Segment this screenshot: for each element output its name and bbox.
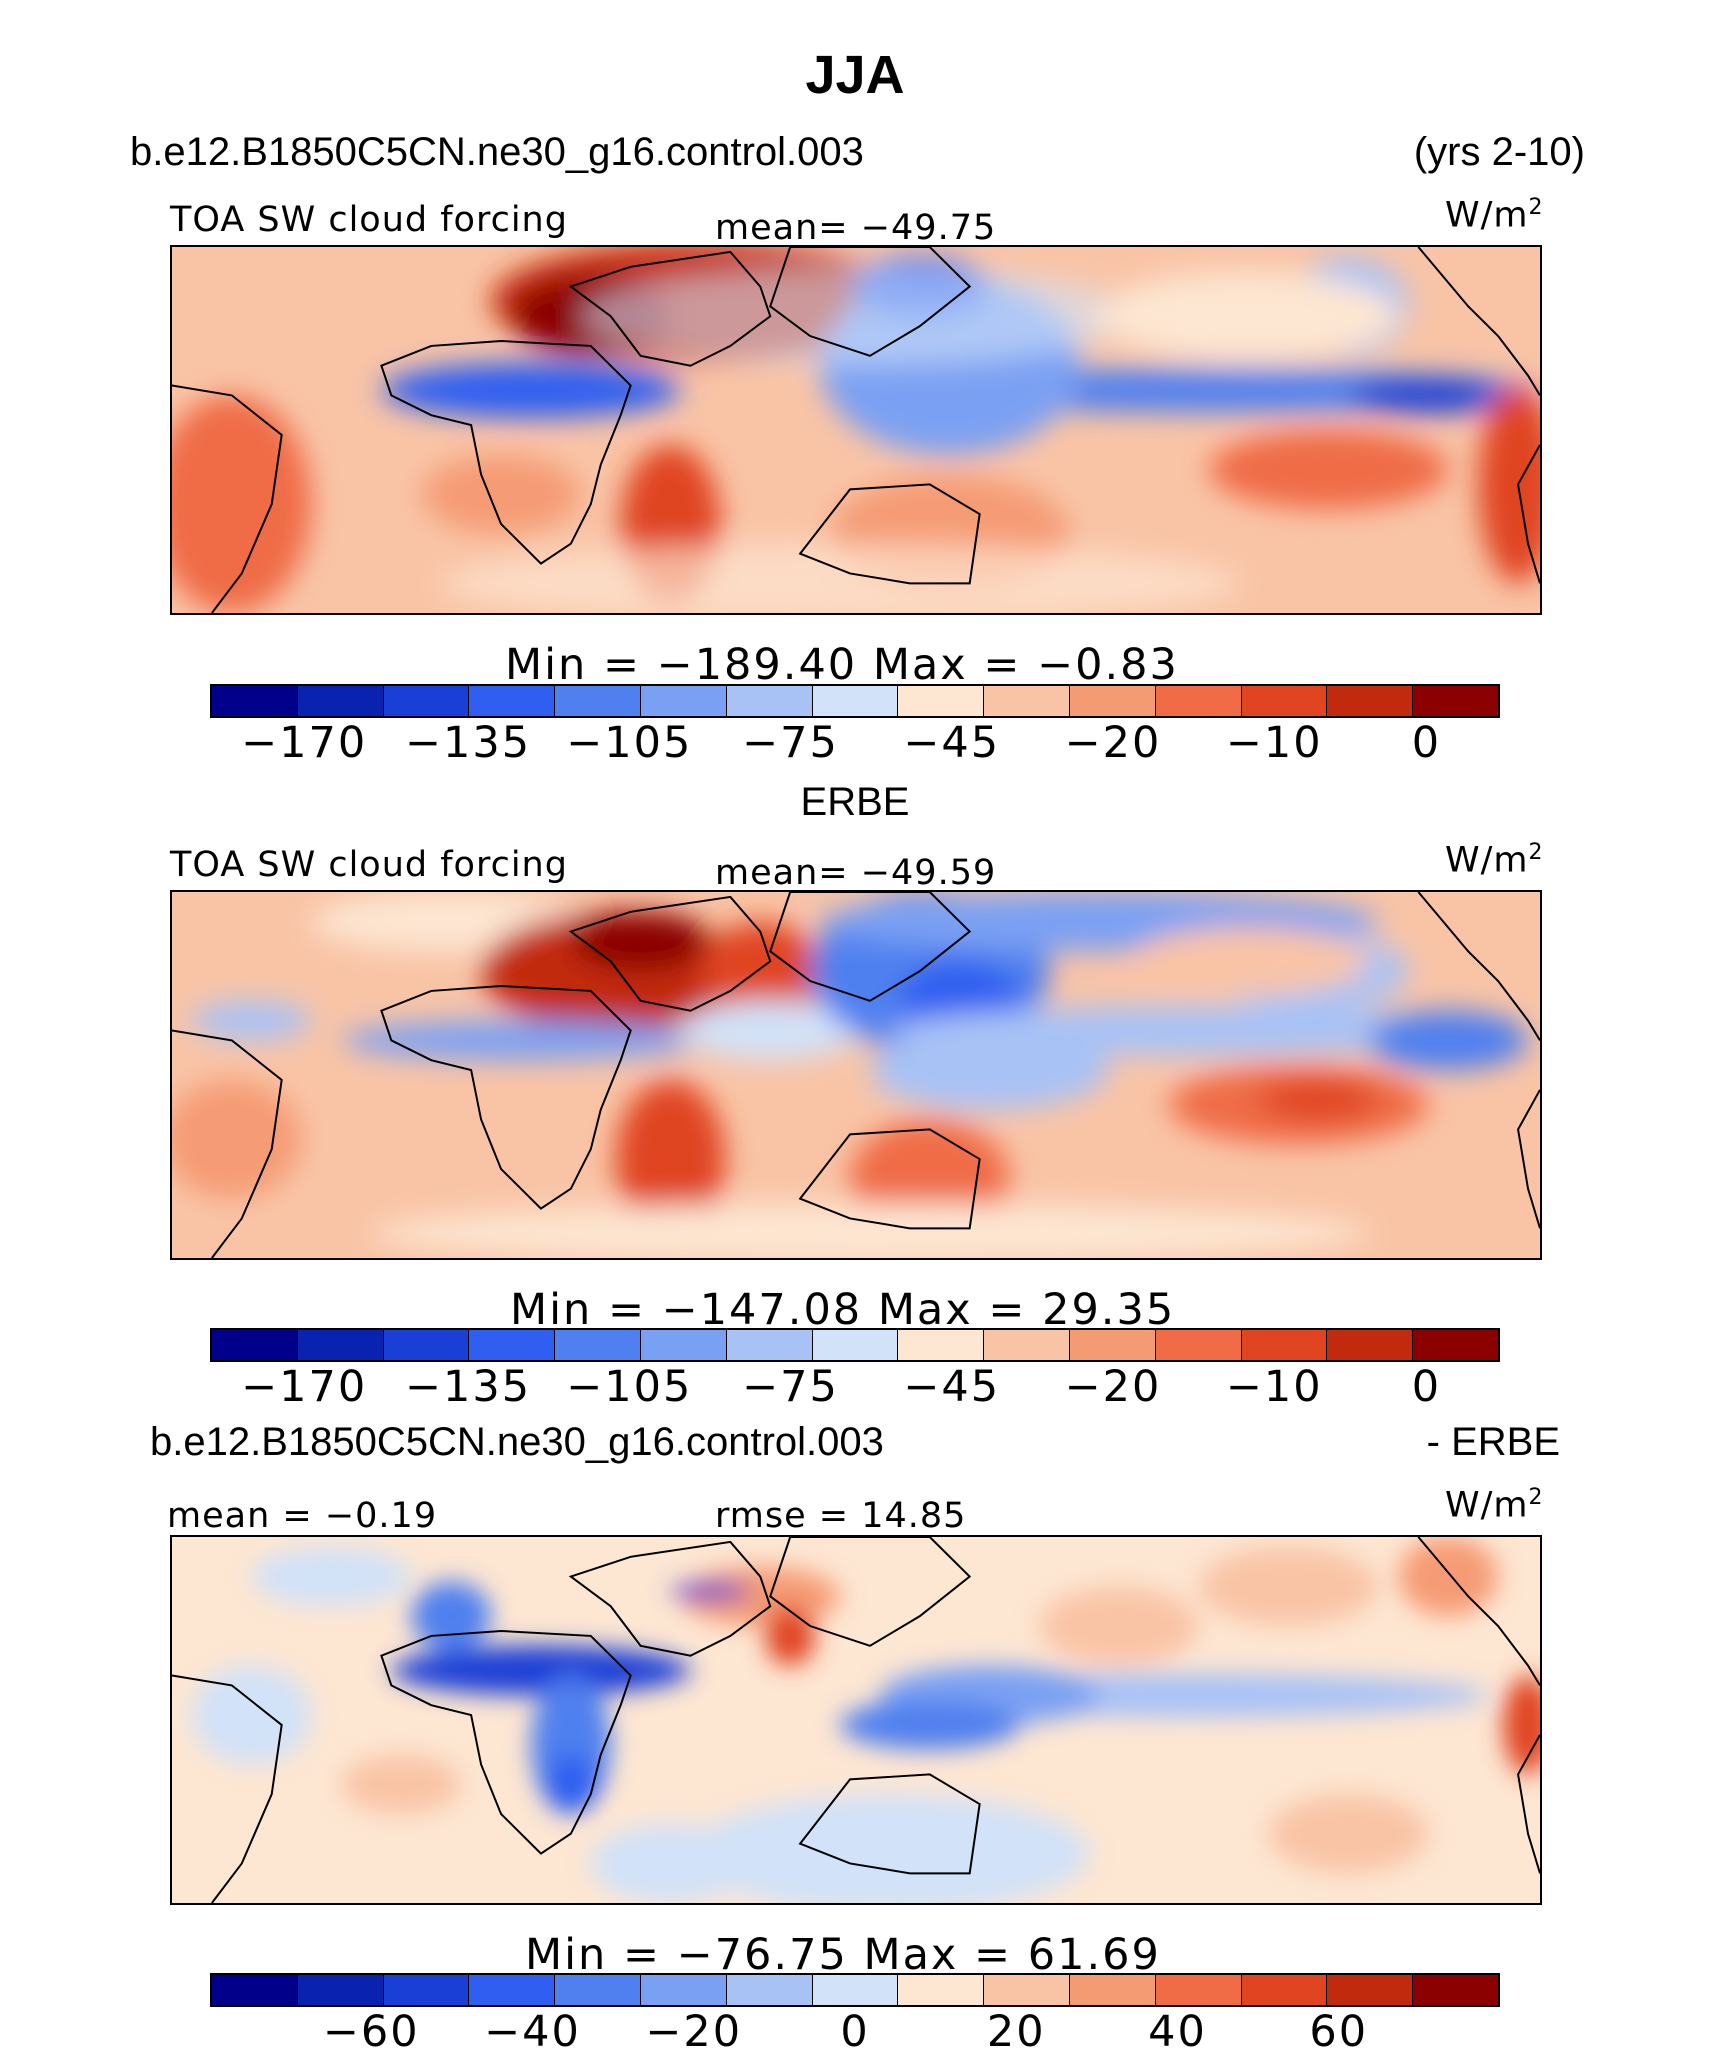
colorbar-swatch	[1327, 686, 1414, 716]
colorbar-swatch	[812, 1975, 899, 2005]
panel2-units: W/m2	[1445, 840, 1544, 881]
colorbar-swatch	[726, 1330, 813, 1360]
colorbar-tick: −20	[645, 2007, 743, 2057]
panel3-map	[170, 1535, 1542, 1905]
colorbar-swatch	[1327, 1975, 1414, 2005]
colorbar-swatch	[1155, 686, 1242, 716]
colorbar-swatch	[1413, 1330, 1498, 1360]
panel3-minmax: Min = −76.75 Max = 61.69	[525, 1930, 1161, 1980]
colorbar-tick: 40	[1148, 2007, 1207, 2057]
panel1-mean: mean= −49.75	[715, 208, 997, 248]
colorbar-tick: −45	[903, 1362, 1001, 1412]
panel2-map	[170, 890, 1542, 1260]
colorbar-swatch	[383, 1330, 470, 1360]
colorbar-tick: −170	[241, 1362, 368, 1412]
colorbar-tick: −75	[742, 718, 839, 768]
colorbar-swatch	[640, 1330, 727, 1360]
colorbar-tick: 60	[1309, 2007, 1369, 2057]
colorbar-tick: 0	[1411, 1362, 1442, 1412]
colorbar-tick: 0	[840, 2007, 870, 2057]
panel2-minmax: Min = −147.08 Max = 29.35	[510, 1285, 1176, 1335]
colorbar-swatch	[898, 1330, 985, 1360]
panel2-variable: TOA SW cloud forcing	[170, 845, 568, 885]
colorbar-swatch	[555, 1330, 641, 1360]
colorbar-tick: −60	[322, 2007, 420, 2057]
colorbar-swatch	[984, 1975, 1070, 2005]
colorbar-tick: −135	[404, 1362, 532, 1412]
colorbar-swatch	[212, 1975, 298, 2005]
panel1-colorbar	[210, 684, 1500, 718]
colorbar-swatch	[469, 686, 556, 716]
colorbar-swatch	[984, 1330, 1070, 1360]
panel3-colorbar-ticks: −60 −40 −20 0 20 40 60	[210, 2007, 1500, 2057]
colorbar-swatch	[898, 1975, 985, 2005]
panel1-map	[170, 245, 1542, 615]
colorbar-tick: −40	[484, 2007, 581, 2057]
panel3-heading-right: - ERBE	[1426, 1420, 1560, 1464]
colorbar-swatch	[1069, 1330, 1156, 1360]
panel1-units: W/m2	[1445, 195, 1544, 236]
panel3-heading-left: b.e12.B1850C5CN.ne30_g16.control.003	[150, 1420, 884, 1464]
colorbar-swatch	[297, 1975, 384, 2005]
panel1-colorbar-ticks: −170 −135 −105 −75 −45 −20 −10 0	[210, 718, 1500, 768]
colorbar-tick: −20	[1064, 718, 1162, 768]
colorbar-swatch	[812, 686, 899, 716]
colorbar-tick: −105	[566, 718, 693, 768]
colorbar-swatch	[297, 1330, 384, 1360]
panel3-rmse: rmse = 14.85	[715, 1496, 967, 1536]
colorbar-swatch	[1069, 1975, 1156, 2005]
colorbar-swatch	[640, 1975, 727, 2005]
colorbar-swatch	[555, 1975, 641, 2005]
panel2-mean: mean= −49.59	[715, 853, 997, 893]
colorbar-tick: −105	[566, 1362, 693, 1412]
colorbar-swatch	[726, 686, 813, 716]
colorbar-swatch	[1155, 1330, 1242, 1360]
colorbar-swatch	[1413, 686, 1498, 716]
panel3-colorbar	[210, 1973, 1500, 2007]
years-label: (yrs 2-10)	[1413, 130, 1585, 174]
colorbar-swatch	[383, 1975, 470, 2005]
colorbar-swatch	[812, 1330, 899, 1360]
colorbar-swatch	[212, 686, 298, 716]
colorbar-swatch	[726, 1975, 813, 2005]
colorbar-swatch	[469, 1330, 556, 1360]
colorbar-tick: −10	[1225, 1362, 1323, 1412]
colorbar-swatch	[1069, 686, 1156, 716]
colorbar-swatch	[1413, 1975, 1498, 2005]
colorbar-swatch	[640, 686, 727, 716]
panel3-mean: mean = −0.19	[167, 1496, 438, 1536]
panel2-colorbar	[210, 1328, 1500, 1362]
colorbar-tick: −135	[404, 718, 532, 768]
colorbar-swatch	[984, 686, 1070, 716]
colorbar-swatch	[383, 686, 470, 716]
panel2-colorbar-ticks: −170 −135 −105 −75 −45 −20 −10 0	[210, 1362, 1500, 1412]
colorbar-tick: −45	[903, 718, 1001, 768]
colorbar-tick: −20	[1064, 1362, 1162, 1412]
panel1-minmax: Min = −189.40 Max = −0.83	[505, 640, 1179, 690]
panel2-heading: ERBE	[800, 780, 910, 824]
colorbar-tick: 20	[986, 2007, 1046, 2057]
colorbar-swatch	[1241, 686, 1328, 716]
colorbar-swatch	[898, 686, 985, 716]
colorbar-swatch	[212, 1330, 298, 1360]
figure-title: JJA	[805, 45, 905, 105]
colorbar-swatch	[555, 686, 641, 716]
colorbar-swatch	[1241, 1330, 1328, 1360]
colorbar-swatch	[1155, 1975, 1242, 2005]
model-case-label: b.e12.B1850C5CN.ne30_g16.control.003	[130, 130, 864, 174]
colorbar-swatch	[1327, 1330, 1414, 1360]
colorbar-tick: 0	[1411, 718, 1442, 768]
colorbar-tick: −75	[742, 1362, 839, 1412]
panel1-variable: TOA SW cloud forcing	[170, 200, 568, 240]
colorbar-swatch	[1241, 1975, 1328, 2005]
colorbar-tick: −10	[1225, 718, 1323, 768]
panel3-units: W/m2	[1445, 1485, 1544, 1526]
colorbar-tick: −170	[241, 718, 368, 768]
colorbar-swatch	[469, 1975, 556, 2005]
colorbar-swatch	[297, 686, 384, 716]
